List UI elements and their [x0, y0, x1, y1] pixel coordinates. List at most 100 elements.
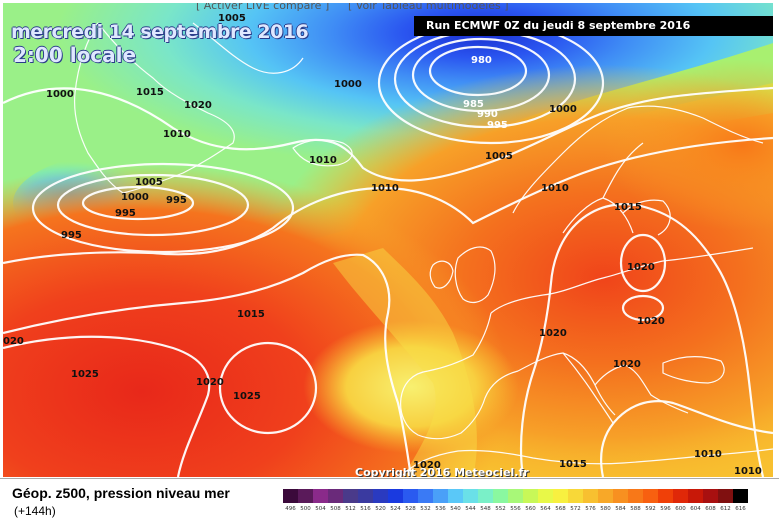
legend-label: 524 [390, 506, 401, 512]
legend-label: 540 [450, 506, 461, 512]
legend-swatch [358, 489, 373, 503]
isobar-label: 995 [115, 208, 136, 219]
legend-label: 548 [480, 506, 491, 512]
isobar-label: 1000 [46, 89, 74, 100]
legend-label: 504 [315, 506, 326, 512]
isobar-label: 1010 [734, 466, 762, 477]
legend-swatch [478, 489, 493, 503]
legend-label: 596 [660, 506, 671, 512]
multimodel-table-link[interactable]: [ Voir Tableau multimodèles ] [348, 3, 509, 12]
legend-swatch [583, 489, 598, 503]
copyright-text: Copyright 2016 Meteociel.fr [355, 466, 529, 477]
legend-label: 508 [330, 506, 341, 512]
legend-label: 496 [285, 506, 296, 512]
isobar-label: 1015 [559, 459, 587, 470]
legend-swatch [538, 489, 553, 503]
isobar-label: 1005 [218, 13, 246, 24]
map-caption-bar: Géop. z500, pression niveau mer (+144h) … [0, 478, 779, 528]
model-run-label: Run ECMWF 0Z du jeudi 8 septembre 2016 [414, 16, 773, 36]
isobar-label: 020 [3, 336, 24, 347]
legend-swatch [298, 489, 313, 503]
isobar-label: 985 [463, 99, 484, 110]
legend-label: 572 [570, 506, 581, 512]
isobar-label: 1020 [196, 377, 224, 388]
legend-label: 560 [525, 506, 536, 512]
legend-swatch [718, 489, 733, 503]
legend-swatch [373, 489, 388, 503]
live-compare-link[interactable]: [ Activer LIVE compare ] [196, 3, 330, 12]
legend-swatch [508, 489, 523, 503]
isobar-label: 995 [166, 195, 187, 206]
legend-label: 580 [600, 506, 611, 512]
isobar-label: 1020 [627, 262, 655, 273]
legend-label: 576 [585, 506, 596, 512]
legend-swatch [493, 489, 508, 503]
isobar-label: 1010 [163, 129, 191, 140]
isobar-label: 1025 [71, 369, 99, 380]
legend-label: 512 [345, 506, 356, 512]
legend-label: 588 [630, 506, 641, 512]
legend-swatch [448, 489, 463, 503]
isobar-label: 1000 [334, 79, 362, 90]
isobar-label: 995 [61, 230, 82, 241]
legend-label: 592 [645, 506, 656, 512]
legend-swatch [313, 489, 328, 503]
isobar-label: 1005 [485, 151, 513, 162]
pressure-map-graphic [3, 3, 773, 477]
legend-swatch [598, 489, 613, 503]
legend-swatch [418, 489, 433, 503]
weather-map: 1005 1000 1015 1020 1010 1000 980 985 990 995 1000… [3, 3, 773, 477]
isobar-label: 995 [487, 120, 508, 131]
legend-label: 532 [420, 506, 431, 512]
legend-label: 536 [435, 506, 446, 512]
legend-label: 608 [705, 506, 716, 512]
legend-swatch [463, 489, 478, 503]
legend-swatch [553, 489, 568, 503]
legend-label: 516 [360, 506, 371, 512]
legend-label: 520 [375, 506, 386, 512]
legend-swatch [523, 489, 538, 503]
legend-swatch [403, 489, 418, 503]
legend-label: 600 [675, 506, 686, 512]
isobar-label: 1010 [541, 183, 569, 194]
isobar-label: 1020 [539, 328, 567, 339]
isobar-label: 1025 [233, 391, 261, 402]
isobar-label: 1000 [549, 104, 577, 115]
isobar-label: 1020 [413, 460, 441, 471]
legend-label: 500 [300, 506, 311, 512]
isobar-label: 1010 [309, 155, 337, 166]
legend-swatch [703, 489, 718, 503]
isobar-label: 990 [477, 109, 498, 120]
isobar-label: 1015 [614, 202, 642, 213]
caption-title: Géop. z500, pression niveau mer [12, 485, 230, 501]
isobar-label: 1020 [184, 100, 212, 111]
legend-swatch [433, 489, 448, 503]
legend-swatch [388, 489, 403, 503]
isobar-label: 1010 [694, 449, 722, 460]
legend-label: 612 [720, 506, 731, 512]
isobar-label: 1015 [136, 87, 164, 98]
legend-swatch [628, 489, 643, 503]
legend-swatch [673, 489, 688, 503]
legend-label: 544 [465, 506, 476, 512]
legend-label: 556 [510, 506, 521, 512]
legend-label: 552 [495, 506, 506, 512]
legend-swatch [613, 489, 628, 503]
isobar-label: 1000 [121, 192, 149, 203]
isobar-label: 1015 [237, 309, 265, 320]
legend-swatch [643, 489, 658, 503]
legend-swatch [688, 489, 703, 503]
isobar-label: 1020 [637, 316, 665, 327]
legend-swatch [733, 489, 748, 503]
isobar-label: 1005 [135, 177, 163, 188]
legend-label: 528 [405, 506, 416, 512]
legend-swatch [328, 489, 343, 503]
forecast-date: mercredi 14 septembre 2016 [11, 21, 309, 43]
legend-swatch [343, 489, 358, 503]
isobar-label: 980 [471, 55, 492, 66]
legend-label: 616 [735, 506, 746, 512]
legend-label: 584 [615, 506, 626, 512]
forecast-time: 2:00 locale [13, 43, 137, 67]
legend-swatch [658, 489, 673, 503]
